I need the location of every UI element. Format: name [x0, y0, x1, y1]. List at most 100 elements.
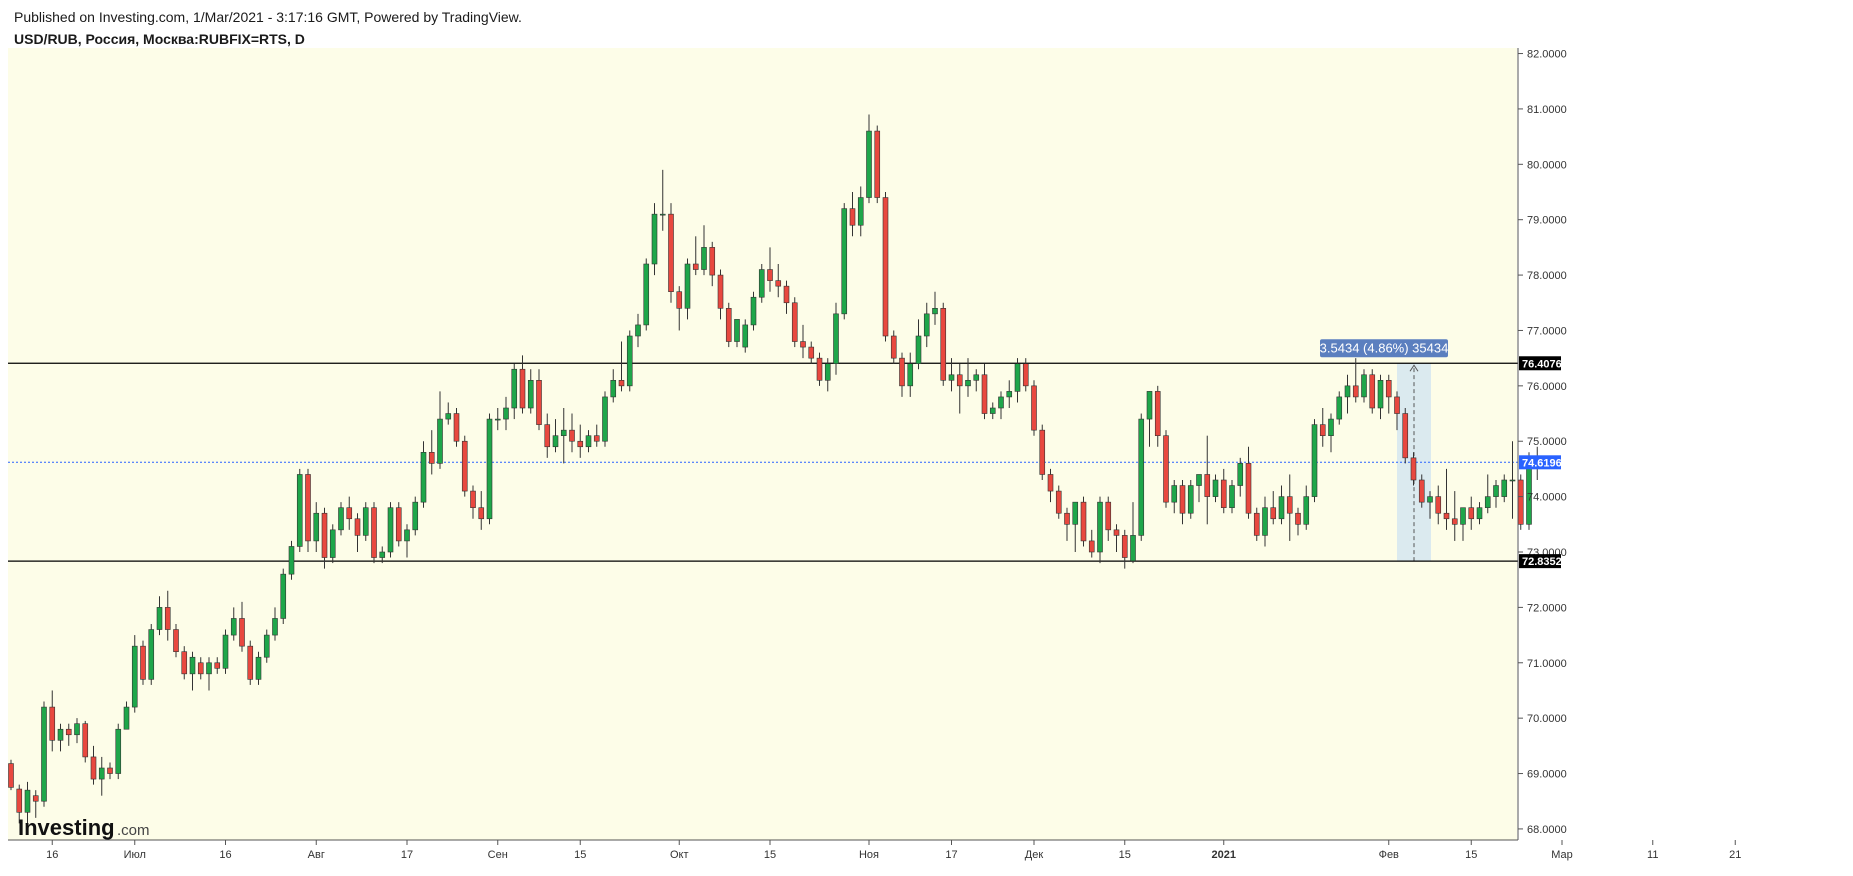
candle: [57, 723, 64, 752]
candle-body-up: [742, 324, 749, 348]
candle: [775, 264, 782, 298]
x-tick-label: 17: [945, 849, 957, 861]
candle: [1443, 468, 1450, 530]
candle: [189, 651, 196, 691]
x-tick-label: Авг: [308, 849, 325, 861]
y-tick-label: 70.0000: [1527, 713, 1567, 725]
candle-body-up: [131, 645, 138, 708]
candle: [866, 114, 872, 204]
candle-body-up: [1336, 396, 1343, 420]
candle: [651, 203, 658, 276]
candle-body-up: [701, 247, 707, 270]
candle-body-up: [115, 728, 122, 774]
candle: [1022, 358, 1029, 392]
candle-body-up: [998, 396, 1004, 409]
candle: [635, 313, 641, 348]
plot-area[interactable]: [8, 48, 1517, 840]
candle: [1204, 435, 1211, 525]
candle: [206, 657, 212, 691]
price-labels: 76.4076 72.8352 74.6196: [1519, 356, 1562, 569]
candle: [1319, 408, 1326, 447]
candle: [230, 607, 237, 641]
candle: [643, 258, 650, 331]
candle-body-down: [544, 424, 551, 448]
candle-body-up: [387, 507, 394, 553]
candle-body-down: [173, 629, 179, 652]
candle: [420, 441, 427, 508]
candle-body-down: [767, 269, 773, 281]
candle: [222, 629, 229, 674]
x-tick-label: 21: [1729, 849, 1741, 861]
candle: [907, 352, 914, 397]
measure-tool[interactable]: 3.5434 (4.86%) 35434: [1320, 339, 1449, 562]
candle: [783, 280, 790, 314]
candle-body-down: [816, 357, 823, 381]
y-tick-label: 82.0000: [1527, 49, 1567, 61]
candle-body-down: [1047, 474, 1054, 492]
candle-body-down: [346, 507, 353, 520]
candle: [527, 369, 534, 414]
candle-body-up: [420, 452, 427, 503]
candle-body-down: [461, 440, 468, 492]
candle-body-down: [214, 662, 221, 669]
candle-body-up: [379, 551, 386, 558]
candle-body-down: [239, 618, 245, 647]
candle: [1154, 385, 1161, 447]
candle: [816, 352, 823, 386]
candle-body-up: [1460, 507, 1466, 525]
candle-body-down: [1253, 512, 1260, 536]
candle: [1138, 413, 1145, 541]
candle-body-up: [841, 208, 848, 315]
candle-body-up: [610, 380, 617, 398]
candle-body-up: [866, 130, 872, 198]
candle-body-down: [849, 208, 856, 226]
candle: [981, 363, 988, 420]
candle-body-down: [791, 302, 798, 342]
candle-body-up: [41, 706, 47, 802]
candle-body-down: [1410, 457, 1417, 481]
candle: [1303, 485, 1310, 530]
chart-header: Published on Investing.com, 1/Mar/2021 -…: [14, 8, 522, 48]
candle-body-up: [288, 546, 295, 575]
candle-body-up: [280, 573, 287, 619]
candle-body-up: [1311, 424, 1318, 497]
candle: [1410, 452, 1417, 486]
candle: [1245, 446, 1252, 519]
candle: [1163, 430, 1169, 508]
y-tick-label: 78.0000: [1527, 270, 1567, 282]
candle-body-down: [428, 452, 435, 464]
candle: [428, 430, 435, 475]
candle: [1047, 468, 1054, 503]
candle: [379, 546, 386, 564]
candle-body-up: [659, 213, 666, 216]
candle: [824, 358, 831, 392]
candle: [1517, 474, 1524, 530]
candle: [288, 540, 295, 580]
candle-body-down: [1443, 512, 1450, 520]
candle-body-up: [272, 618, 278, 636]
candle: [49, 690, 56, 752]
candle-body-down: [577, 440, 584, 448]
candle-body-up: [362, 507, 369, 536]
candle: [874, 125, 881, 204]
x-tick-label: 15: [1465, 849, 1477, 861]
horizontal-lines[interactable]: [8, 362, 1518, 562]
candle-body-down: [1385, 380, 1392, 398]
candle-body-up: [1344, 385, 1351, 398]
candle-body-up: [263, 634, 270, 658]
x-tick-label: 15: [1119, 849, 1131, 861]
candle-body-down: [981, 374, 988, 414]
candle-body-up: [1328, 418, 1334, 436]
candle: [684, 258, 691, 320]
candle: [461, 435, 468, 497]
candle: [1039, 424, 1046, 480]
candle-body-up: [833, 313, 839, 364]
candle-body-down: [1369, 374, 1376, 409]
candle-body-down: [1088, 540, 1095, 553]
candle-body-up: [1146, 391, 1153, 420]
candle: [296, 468, 303, 552]
candle: [1418, 474, 1425, 508]
investing-logo: Investing .com: [18, 815, 150, 840]
candle: [940, 302, 947, 386]
